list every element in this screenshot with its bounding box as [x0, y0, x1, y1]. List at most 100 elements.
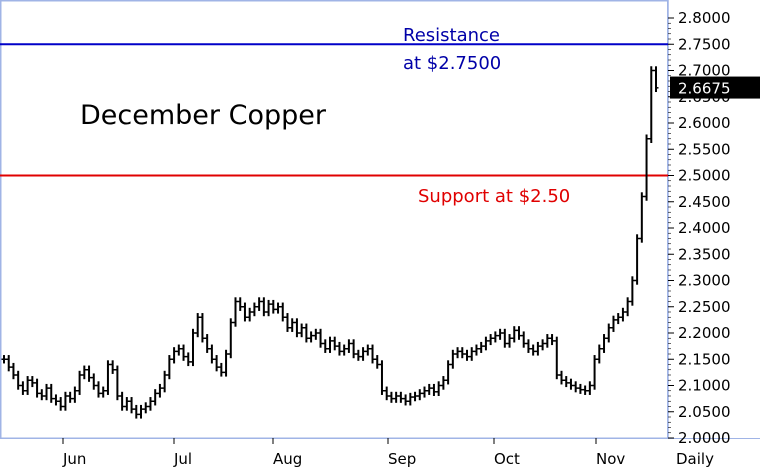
- price-bar: [365, 344, 371, 356]
- x-tick-label: Jul: [173, 450, 192, 468]
- price-bar: [313, 328, 319, 340]
- price-bar: [421, 386, 427, 398]
- price-bar: [157, 383, 163, 398]
- price-bar: [431, 383, 437, 396]
- x-tick-label: Sep: [388, 450, 416, 468]
- price-bar: [587, 381, 593, 395]
- y-tick-label: 2.2000: [678, 324, 731, 342]
- price-bar: [497, 328, 503, 340]
- price-bar: [308, 331, 314, 343]
- price-bar: [426, 383, 432, 395]
- price-bar: [610, 315, 616, 332]
- price-bar: [176, 344, 182, 356]
- price-bar: [398, 391, 404, 403]
- chart-title: December Copper: [80, 100, 327, 131]
- price-bar: [582, 385, 588, 395]
- y-tick-label: 2.4500: [678, 193, 731, 211]
- price-bar: [190, 328, 196, 367]
- price-bar: [346, 339, 352, 353]
- price-bar: [540, 339, 546, 351]
- price-bar: [143, 402, 149, 414]
- price-bar: [393, 391, 399, 403]
- resistance-value-label: at $2.7500: [403, 53, 501, 74]
- y-tick-label: 2.7500: [678, 35, 731, 53]
- y-tick-label: 2.5500: [678, 140, 731, 158]
- price-bar: [204, 334, 210, 353]
- price-bar: [53, 394, 59, 406]
- price-bar: [199, 313, 205, 343]
- x-tick-label: Nov: [596, 450, 625, 468]
- last-price-badge: [670, 76, 760, 99]
- price-bar: [6, 355, 12, 372]
- price-bar: [20, 381, 26, 395]
- price-bar: [228, 318, 234, 359]
- resistance-label: Resistance: [403, 25, 500, 46]
- price-bar: [573, 381, 579, 393]
- level-lines: [0, 43, 668, 177]
- price-bar: [214, 355, 220, 372]
- price-bar: [284, 313, 290, 332]
- price-bar: [67, 391, 73, 403]
- price-bar: [62, 391, 68, 411]
- price-bar: [473, 344, 479, 356]
- price-bar: [384, 386, 390, 401]
- price-bar: [91, 373, 97, 390]
- price-bar: [58, 397, 64, 411]
- price-bar: [459, 347, 465, 359]
- price-bar: [549, 334, 555, 346]
- price-bar: [568, 378, 574, 390]
- price-bar: [114, 365, 120, 401]
- y-tick-label: 2.7000: [678, 62, 731, 80]
- price-bar: [445, 360, 451, 385]
- price-bar: [10, 362, 16, 380]
- price-bar: [370, 344, 376, 364]
- price-bar: [119, 391, 125, 411]
- price-bar: [162, 370, 168, 393]
- price-bar: [596, 344, 602, 364]
- price-bar: [360, 347, 366, 361]
- price-bar: [81, 365, 87, 380]
- price-bar: [464, 349, 470, 361]
- price-bar: [280, 302, 286, 322]
- y-tick-label: 2.5000: [678, 167, 731, 185]
- price-bar: [152, 389, 158, 406]
- price-bar: [554, 336, 560, 380]
- price-bar: [294, 318, 300, 338]
- price-bar: [502, 328, 508, 348]
- price-bar: [72, 386, 78, 403]
- price-bar: [455, 347, 461, 359]
- price-bar: [195, 313, 201, 338]
- price-bar: [412, 391, 418, 402]
- price-bar: [544, 334, 550, 348]
- price-bar: [644, 134, 650, 201]
- price-bar: [530, 344, 536, 356]
- price-bar: [124, 397, 130, 411]
- y-tick-label: 2.2500: [678, 298, 731, 316]
- price-bar: [223, 349, 229, 377]
- x-tick-label: Aug: [273, 450, 302, 468]
- price-bar: [379, 360, 385, 395]
- y-tick-label: 2.0000: [678, 429, 731, 447]
- price-bar: [625, 297, 631, 317]
- price-bar: [266, 299, 272, 317]
- last-price-value: 2.6675: [678, 80, 731, 98]
- price-bar: [233, 297, 239, 327]
- price-bar: [133, 404, 139, 419]
- price-bar: [511, 326, 517, 343]
- price-bar: [129, 397, 135, 414]
- x-tick-label: Oct: [494, 450, 520, 468]
- price-bar: [181, 344, 187, 361]
- price-bar: [634, 234, 640, 285]
- price-bar: [620, 307, 626, 322]
- support-label: Support at $2.50: [418, 186, 570, 207]
- price-bar: [242, 302, 248, 322]
- price-bar: [318, 328, 324, 348]
- price-bar: [29, 376, 35, 388]
- price-bar: [440, 376, 446, 390]
- price-bar: [341, 344, 347, 356]
- price-bar: [77, 370, 83, 395]
- x-tick-label: Jun: [62, 450, 86, 468]
- price-bar: [322, 339, 328, 353]
- price-bar: [577, 383, 583, 394]
